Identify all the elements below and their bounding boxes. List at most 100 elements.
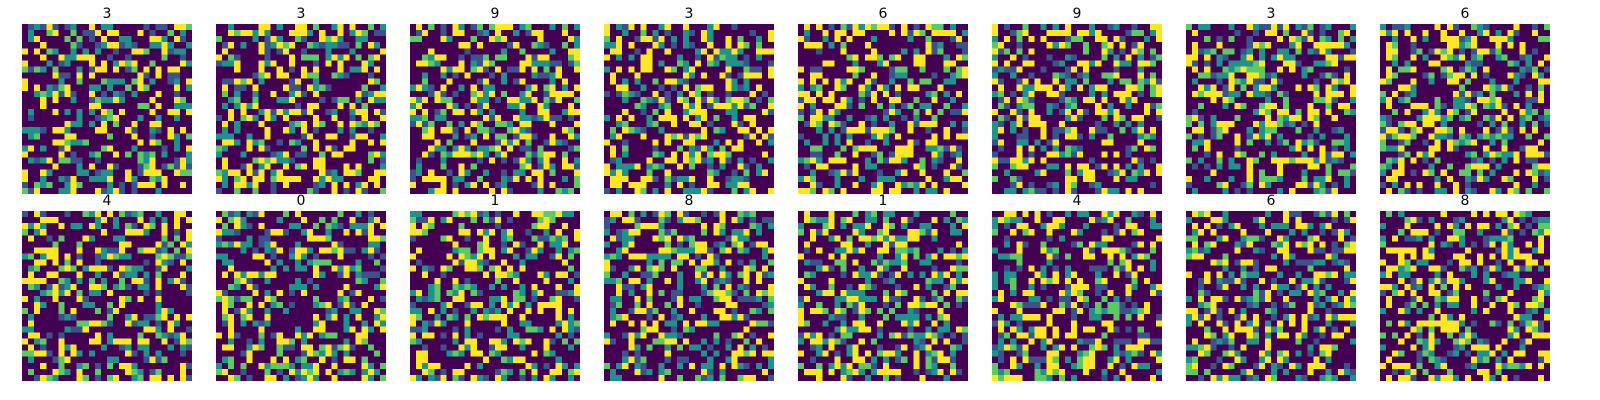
heatmap-cell <box>434 54 441 61</box>
heatmap-cell <box>125 48 132 55</box>
heatmap-cell <box>925 133 932 140</box>
heatmap-cell <box>331 187 338 194</box>
heatmap-cell <box>616 169 623 176</box>
heatmap-cell <box>22 96 29 103</box>
heatmap-cell <box>1113 60 1120 67</box>
heatmap-cell <box>737 169 744 176</box>
heatmap-cell <box>913 66 920 73</box>
heatmap-cell <box>28 133 35 140</box>
heatmap-cell <box>901 42 908 49</box>
heatmap-cell <box>555 169 562 176</box>
heatmap-cell <box>40 109 47 116</box>
heatmap-cell <box>488 127 496 134</box>
heatmap-cell <box>446 84 453 91</box>
heatmap-cell <box>52 169 59 176</box>
heatmap-cell <box>228 175 235 182</box>
heatmap-cell <box>731 169 738 176</box>
heatmap-cell <box>1083 72 1090 79</box>
heatmap-cell <box>816 36 823 43</box>
heatmap-cell <box>179 169 186 176</box>
heatmap-cell <box>798 66 805 73</box>
heatmap-cell <box>446 133 453 140</box>
heatmap-cell <box>513 133 520 140</box>
heatmap-cell <box>810 84 817 91</box>
heatmap-cell <box>361 109 368 116</box>
heatmap-cell <box>1337 24 1344 31</box>
heatmap-cell <box>234 115 241 122</box>
heatmap-cell <box>846 139 853 146</box>
heatmap-cell <box>1131 187 1138 194</box>
heatmap-cell <box>319 60 326 67</box>
heatmap-cell <box>495 109 502 116</box>
heatmap-cell <box>331 60 338 67</box>
heatmap-cell <box>167 115 174 122</box>
heatmap-cell <box>858 60 865 67</box>
heatmap-cell <box>670 30 677 37</box>
heatmap-cell <box>416 42 423 49</box>
heatmap-cell <box>488 30 496 37</box>
heatmap-cell <box>1131 127 1138 134</box>
heatmap-cell <box>28 90 35 97</box>
heatmap-cell <box>1113 145 1120 152</box>
heatmap-cell <box>876 163 884 170</box>
heatmap-cell <box>549 84 556 91</box>
heatmap-cell <box>640 151 647 158</box>
heatmap-cell <box>1004 157 1011 164</box>
heatmap-cell <box>1058 72 1065 79</box>
heatmap-cell <box>46 66 53 73</box>
heatmap-cell <box>343 187 350 194</box>
heatmap-cell <box>822 24 829 31</box>
heatmap-cell <box>1077 145 1084 152</box>
heatmap-cell <box>88 78 95 85</box>
heatmap-cell <box>507 163 514 170</box>
heatmap-cell <box>155 36 162 43</box>
heatmap-cell <box>731 121 738 128</box>
heatmap-cell <box>840 127 847 134</box>
heatmap-cell <box>701 30 708 37</box>
heatmap-cell <box>816 78 823 85</box>
heatmap-cell <box>816 169 823 176</box>
heatmap-cell <box>634 139 641 146</box>
heatmap-cell <box>543 102 550 110</box>
heatmap-cell <box>155 163 162 170</box>
heatmap-cell <box>689 151 696 158</box>
heatmap-cell <box>428 133 435 140</box>
heatmap-cell <box>464 175 471 182</box>
heatmap-cell <box>743 24 750 31</box>
heatmap-cell <box>1028 66 1035 73</box>
heatmap-cell <box>234 133 241 140</box>
heatmap-cell <box>137 36 144 43</box>
heatmap-cell <box>1046 24 1053 31</box>
heatmap-cell <box>234 90 241 97</box>
heatmap-cell <box>246 78 253 85</box>
heatmap-cell <box>228 121 235 128</box>
heatmap-cell <box>1064 84 1071 91</box>
heatmap-cell <box>713 187 720 194</box>
subplot-title: 6 <box>878 6 888 22</box>
heatmap-cell <box>919 66 926 73</box>
heatmap-cell <box>1234 78 1241 85</box>
heatmap-cell <box>131 187 138 194</box>
heatmap-cell <box>252 30 259 37</box>
heatmap-cell <box>561 163 568 170</box>
heatmap-cell <box>252 42 259 49</box>
heatmap-cell <box>889 90 896 97</box>
heatmap-cell <box>100 90 108 97</box>
heatmap-cell <box>513 127 520 134</box>
heatmap-cell <box>646 169 653 176</box>
heatmap-cell <box>1046 30 1053 37</box>
heatmap-cell <box>264 90 271 97</box>
heatmap-cell <box>943 127 950 134</box>
heatmap-cell <box>870 36 877 43</box>
heatmap-cell <box>234 121 241 128</box>
heatmap-cell <box>961 60 968 67</box>
heatmap-cell <box>719 96 726 103</box>
heatmap-cell <box>1083 181 1090 188</box>
heatmap-cell <box>664 133 671 140</box>
heatmap-cell <box>931 24 938 31</box>
heatmap-cell <box>1064 133 1071 140</box>
heatmap-cell <box>1258 30 1265 37</box>
heatmap-cell <box>1052 48 1059 55</box>
heatmap-cell <box>58 60 65 67</box>
heatmap-cell <box>179 181 186 188</box>
